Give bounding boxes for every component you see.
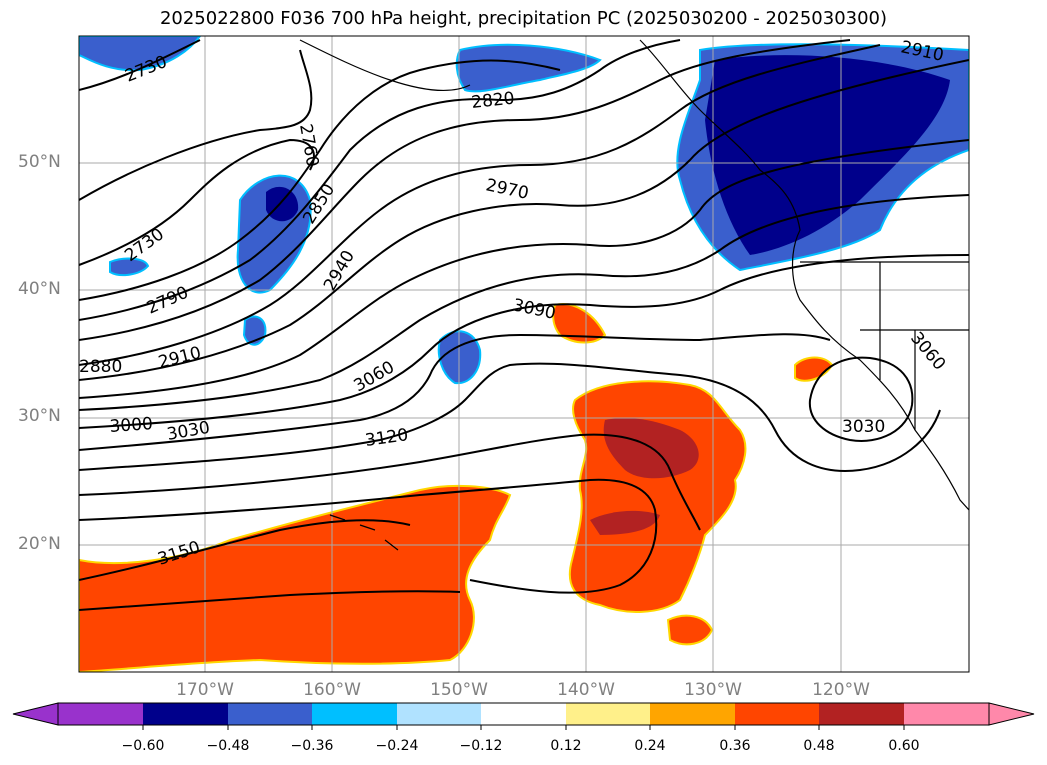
colorbar-bin bbox=[819, 703, 904, 725]
pos-core-southern bbox=[590, 510, 660, 535]
contour-3150 bbox=[79, 519, 411, 581]
colorbar-tick-label: 0.12 bbox=[550, 738, 582, 754]
map-frame bbox=[78, 35, 970, 673]
contour-3030-low bbox=[808, 356, 914, 442]
height-contours bbox=[79, 39, 969, 611]
colorbar-bin bbox=[312, 703, 397, 725]
contour-3120 bbox=[79, 478, 658, 594]
lat-label: 20°N bbox=[18, 534, 61, 554]
contour-2880 bbox=[79, 44, 881, 366]
contour-3060 bbox=[79, 362, 941, 472]
colorbar-tick-label: −0.36 bbox=[290, 738, 334, 754]
colorbar-bin bbox=[735, 703, 819, 725]
colorbar-tick-label: 0.36 bbox=[719, 738, 751, 754]
colorbar-bin bbox=[481, 703, 566, 725]
colorbar-tick-label: 0.48 bbox=[803, 738, 835, 754]
colorbar-bin bbox=[650, 703, 735, 725]
contour-2940 bbox=[79, 139, 969, 399]
contour-2790 bbox=[79, 59, 561, 301]
lat-label: 30°N bbox=[18, 406, 61, 426]
pos-region-north bbox=[552, 303, 607, 344]
colorbar-tick-label: −0.48 bbox=[206, 738, 250, 754]
contour-2850 bbox=[79, 39, 851, 341]
lon-label: 150°W bbox=[430, 680, 488, 700]
colorbar-bin bbox=[566, 703, 650, 725]
lon-label: 140°W bbox=[557, 680, 615, 700]
contour-label: 3030 bbox=[842, 417, 885, 437]
contour-2760 bbox=[79, 49, 313, 201]
negative-precip-shading bbox=[79, 36, 969, 385]
colorbar-bin bbox=[228, 703, 312, 725]
colorbar-tick-label: 0.24 bbox=[634, 738, 666, 754]
contour-label: 2820 bbox=[470, 89, 515, 113]
contour-label: 2880 bbox=[79, 357, 122, 377]
lat-label: 40°N bbox=[18, 279, 61, 299]
lon-label: 170°W bbox=[176, 680, 234, 700]
gridlines bbox=[79, 36, 969, 672]
colorbar-bin bbox=[397, 703, 481, 725]
neg-region-west-core bbox=[266, 186, 299, 222]
lat-label: 50°N bbox=[18, 152, 61, 172]
contour-label: 3000 bbox=[109, 414, 154, 437]
neg-region-north-center bbox=[455, 43, 602, 93]
colorbar-tick-label: −0.24 bbox=[375, 738, 419, 754]
state-borders bbox=[800, 261, 969, 430]
pos-region-south bbox=[79, 484, 512, 672]
colorbar bbox=[12, 702, 1035, 730]
map-title: 2025022800 F036 700 hPa height, precipit… bbox=[159, 8, 888, 29]
colorbar-over-arrow bbox=[988, 702, 1035, 726]
neg-region-west-edge bbox=[109, 257, 150, 277]
lon-label: 130°W bbox=[684, 680, 742, 700]
colorbar-bin bbox=[143, 703, 228, 725]
contour-3030 bbox=[79, 333, 831, 451]
colorbar-tick-label: −0.12 bbox=[459, 738, 503, 754]
contour-2820 bbox=[79, 39, 681, 321]
contour-2730-west bbox=[79, 138, 315, 266]
neg-region-northeast-core bbox=[705, 55, 950, 256]
colorbar-tick-label: 0.60 bbox=[888, 738, 920, 754]
pos-region-southeast bbox=[666, 614, 714, 646]
coastline-alaska bbox=[299, 39, 471, 92]
contour-2910 bbox=[79, 59, 969, 381]
contour-3090 bbox=[79, 433, 701, 531]
colorbar-under-arrow bbox=[12, 702, 59, 726]
lon-label: 120°W bbox=[812, 680, 870, 700]
contour-3150-south bbox=[79, 590, 461, 611]
contour-2970 bbox=[79, 194, 969, 411]
coastlines bbox=[299, 39, 969, 551]
lon-label: 160°W bbox=[303, 680, 361, 700]
colorbar-tick-label: −0.60 bbox=[121, 738, 165, 754]
colorbar-bin bbox=[904, 703, 989, 725]
map-plot-area: 2730 2820 2910 2760 2850 2970 2730 2790 … bbox=[79, 36, 969, 672]
contour-2730 bbox=[79, 39, 201, 91]
colorbar-bin bbox=[58, 703, 143, 725]
neg-region-northwest bbox=[79, 36, 202, 72]
coastline-hawaii bbox=[329, 514, 399, 551]
contour-3000 bbox=[79, 254, 969, 429]
